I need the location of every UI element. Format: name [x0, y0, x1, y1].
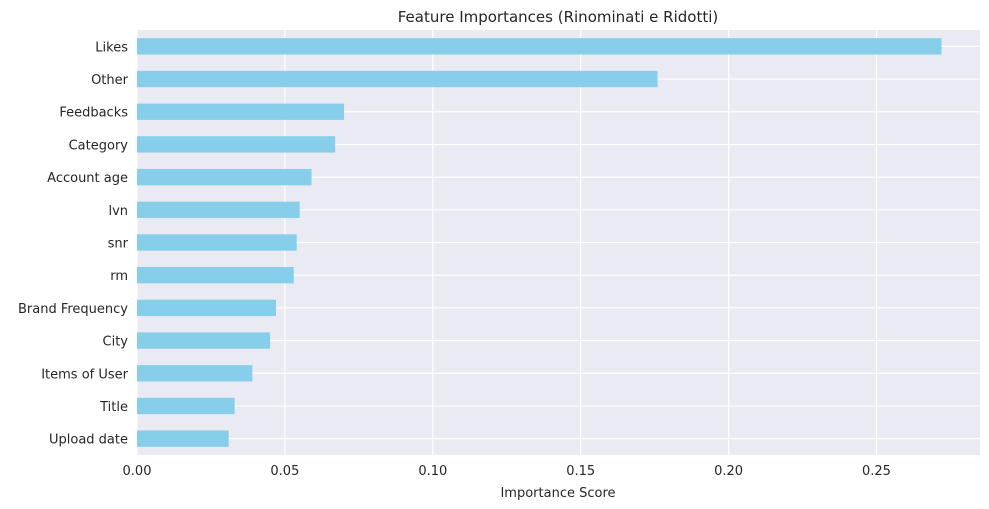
x-tick-label: 0.25: [862, 464, 891, 479]
y-tick-labels: Likes Other Feedbacks Category Account age lv…: [18, 40, 129, 447]
y-tick-label: Upload date: [49, 433, 128, 448]
x-tick-labels: 0.00 0.05 0.10 0.15 0.20 0.25: [123, 464, 891, 479]
x-tick-label: 0.05: [270, 464, 299, 479]
bar: [137, 201, 300, 218]
bar: [137, 332, 271, 349]
bar: [137, 168, 312, 186]
y-tick-label: lvn: [108, 204, 128, 219]
bar: [137, 234, 297, 251]
x-tick-label: 0.15: [566, 464, 595, 479]
y-tick-label: Likes: [95, 40, 128, 55]
y-tick-label: Category: [69, 138, 129, 153]
bar: [137, 136, 336, 153]
bar: [137, 103, 345, 120]
bar: [137, 365, 253, 382]
y-tick-label: Items of User: [41, 367, 128, 382]
bar: [137, 70, 658, 88]
chart-title: Feature Importances (Rinominati e Ridott…: [398, 8, 718, 26]
bar: [137, 430, 229, 447]
bar: [137, 267, 294, 284]
x-tick-label: 0.00: [123, 464, 152, 479]
y-tick-label: Title: [99, 400, 128, 415]
y-tick-label: snr: [108, 237, 129, 252]
y-tick-label: rm: [110, 269, 128, 284]
x-tick-label: 0.10: [418, 464, 447, 479]
bar: [137, 38, 942, 55]
y-tick-label: Other: [91, 73, 129, 88]
x-axis-label: Importance Score: [500, 486, 615, 501]
bar: [137, 397, 235, 415]
y-tick-label: Account age: [47, 171, 128, 186]
y-tick-label: City: [103, 335, 129, 350]
x-tick-label: 0.20: [714, 464, 743, 479]
y-tick-label: Brand Frequency: [18, 302, 128, 317]
bars: [137, 38, 942, 447]
bar: [137, 299, 277, 317]
y-tick-label: Feedbacks: [59, 106, 128, 121]
